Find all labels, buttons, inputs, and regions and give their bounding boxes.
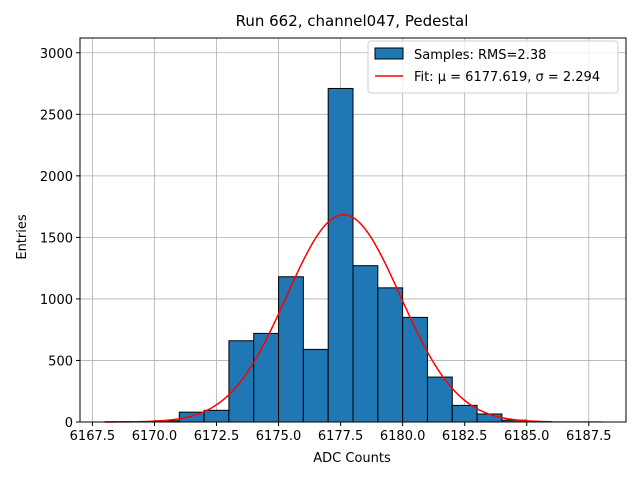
x-tick-label: 6167.5 (70, 429, 116, 444)
y-tick-label: 2500 (40, 108, 73, 123)
x-tick-label: 6187.5 (566, 429, 612, 444)
x-axis-ticks: 6167.5 6170.0 6172.5 6175.0 6177.5 6180.0 6182… (70, 422, 612, 444)
x-tick-label: 6180.0 (380, 429, 426, 444)
x-tick-label: 6177.5 (318, 429, 364, 444)
x-tick-label: 6185.0 (504, 429, 550, 444)
x-tick-label: 6172.5 (194, 429, 240, 444)
histogram-bar (203, 409, 230, 423)
histogram-bar (352, 265, 379, 423)
chart-title: Run 662, channel047, Pedestal (236, 12, 469, 30)
histogram-bar (476, 413, 503, 423)
histogram-bar (253, 332, 280, 423)
histogram-bar (402, 316, 428, 423)
y-tick-label: 500 (48, 354, 73, 369)
y-axis-ticks: 0 500 1000 1500 2000 2500 3000 (40, 47, 80, 431)
axes-frame (79, 37, 627, 423)
x-tick-label: 6175.0 (256, 429, 302, 444)
histogram-bar (278, 276, 304, 423)
histogram-bar (451, 404, 478, 423)
y-tick-label: 0 (65, 416, 73, 431)
histogram-bar (377, 287, 404, 423)
x-tick-label: 6182.5 (442, 429, 488, 444)
y-axis-label: Entries (15, 214, 30, 260)
y-tick-label: 1000 (40, 293, 73, 308)
histogram-bar (302, 348, 329, 423)
legend-label-samples: Samples: RMS=2.38 (414, 48, 546, 63)
x-axis-label: ADC Counts (313, 451, 391, 466)
legend: Samples: RMS=2.38 Fit: μ = 6177.619, σ =… (367, 40, 619, 94)
legend-box (367, 40, 619, 94)
x-tick-label: 6170.0 (132, 429, 178, 444)
legend-label-fit: Fit: μ = 6177.619, σ = 2.294 (414, 70, 600, 85)
histogram-bar (327, 87, 354, 423)
legend-swatch-samples (374, 47, 404, 60)
y-tick-label: 1500 (40, 231, 73, 246)
y-tick-label: 3000 (40, 47, 73, 62)
y-tick-label: 2000 (40, 170, 73, 185)
fit-curve (104, 213, 552, 423)
